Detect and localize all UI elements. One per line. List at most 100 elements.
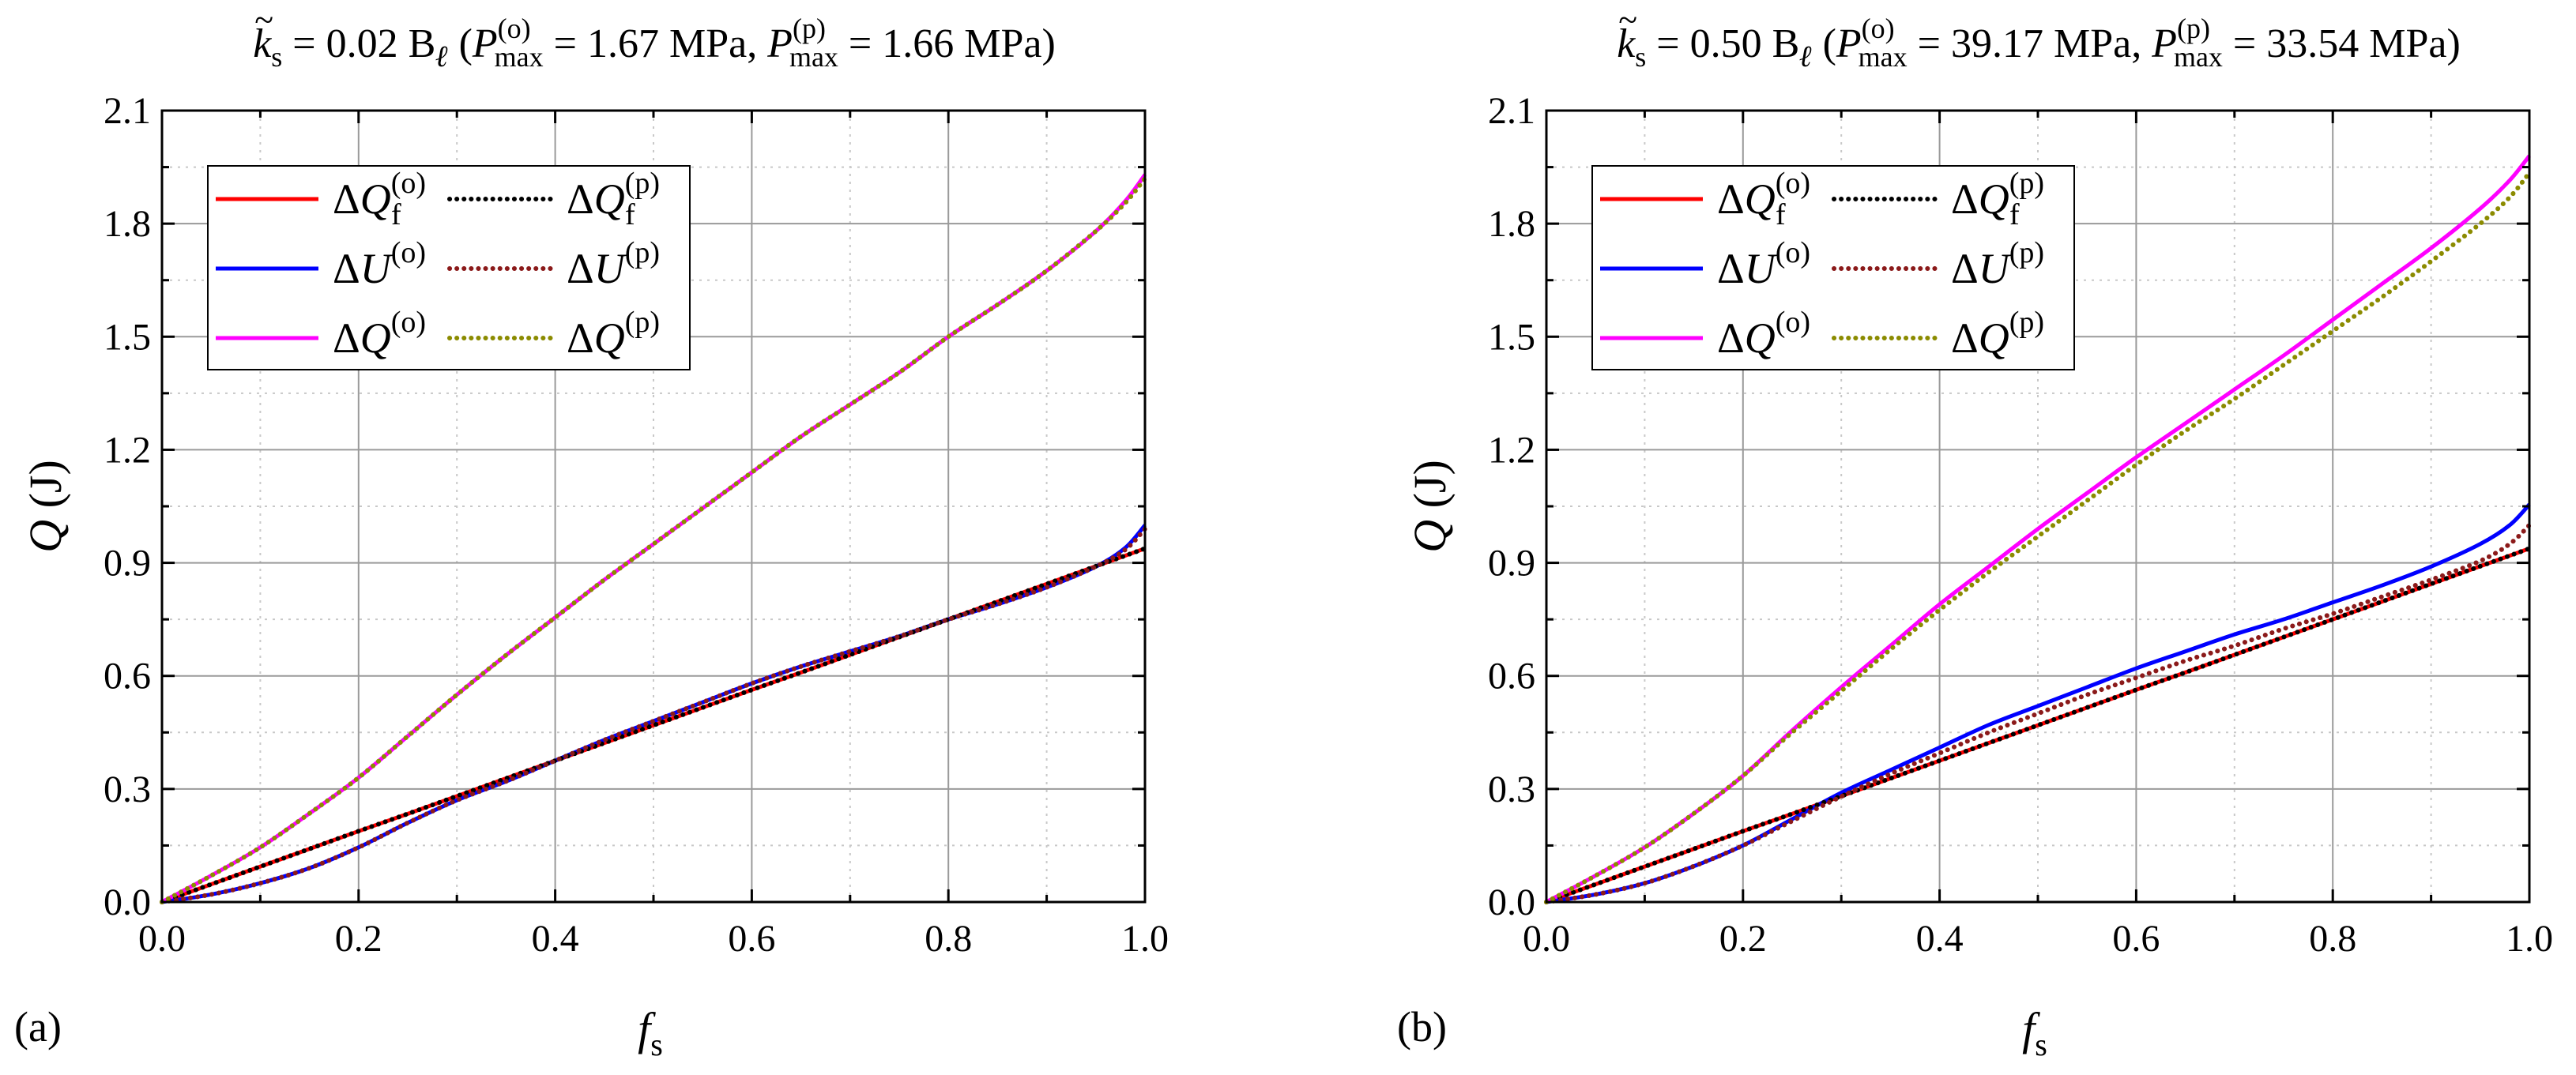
legend-sup: (o) [1776,167,1810,200]
ticks [160,109,1147,904]
legend-label: ΔQ(p) f [1951,167,2044,231]
legend-label: ΔQ(o) [1717,306,1810,362]
panel-label: (a) [14,1003,62,1051]
x-tick-label: 0.2 [1719,918,1767,960]
legend-delta: Δ [1951,314,1979,362]
title-k-unit-sub: ℓ [435,40,448,73]
y-tick-label: 1.5 [1488,316,1535,358]
x-axis-label: fs [638,1003,663,1062]
legend-delta: Δ [567,245,594,292]
legend-delta: Δ [1951,175,1979,223]
legend-symbol: Q [1979,175,2009,223]
y-tick-label: 2.1 [104,90,151,132]
series-line [1544,170,2532,904]
legend-delta: Δ [1717,175,1745,223]
legend-sup: (p) [2009,167,2044,200]
legend-label: ΔQ(o) f [1717,167,1810,231]
y-tick-label: 1.8 [104,203,151,245]
legend-symbol: U [1745,245,1778,292]
legend-symbol: Q [360,175,391,223]
legend-sub: f [391,198,401,231]
legend-sup: (o) [391,236,426,269]
panel-label: (b) [1397,1003,1447,1051]
y-tick-label: 0.3 [104,769,151,810]
legend-label: ΔU(p) [567,236,660,292]
series-line [160,546,1147,904]
y-tick-label: 0.6 [104,656,151,697]
x-tick-label: 0.4 [1916,918,1964,960]
x-axis-label-sub: s [2035,1027,2047,1062]
x-tick-label: 0.8 [2309,918,2356,960]
legend-sup: (p) [625,167,660,200]
series-line [1544,522,2532,904]
y-axis-label: Q (J) [20,460,71,553]
title-k-tilde: ~ [254,1,273,39]
y-tick-label: 0.6 [1488,656,1535,697]
legend-label: ΔQ(p) [567,306,660,362]
title-p2-value: = 1.66 MPa) [838,21,1056,66]
title-p2-sub: max [2174,41,2223,73]
y-tick-label: 2.1 [1488,90,1535,132]
title-p2-sub: max [789,41,838,73]
title-p1-value: = 39.17 MPa, [1908,21,2142,66]
legend-label: ΔQ(p) f [567,167,660,231]
title-open-paren: ( [449,21,473,66]
x-tick-label: 1.0 [2506,918,2553,960]
series-group [160,173,1147,904]
legend-delta: Δ [567,314,594,362]
y-axis-label-symbol: Q [20,520,71,553]
series-line [160,526,1147,904]
legend-delta: Δ [567,175,594,223]
title-p1-value: = 1.67 MPa, [544,21,758,66]
x-tick-label: 0.0 [138,918,186,960]
legend-sup: (o) [391,306,426,339]
legend-delta: Δ [333,175,360,223]
y-axis-label-symbol: Q [1404,520,1456,553]
chart-title: ks = 0.50 Bℓ (P(o) max = 39.17 MPa, P(p) m… [1617,13,2461,73]
title-p2-sup: (p) [793,13,826,44]
legend: ΔQ(o) f ΔQ(p) fΔU(o) ΔU(p)ΔQ(o) ΔQ(p) [207,165,691,370]
legend-delta: Δ [1951,245,1979,292]
legend-sub: f [1776,198,1786,231]
title-k: k [253,21,272,66]
x-axis-label: fs [2022,1003,2047,1062]
series-line [160,175,1147,904]
y-axis-label-units: (J) [1404,460,1456,520]
title-p1-sup: (o) [498,13,531,44]
legend-delta: Δ [1717,245,1745,292]
y-axis-label-units: (J) [20,460,71,520]
y-tick-label: 1.2 [104,429,151,471]
chart-panel-b: 0.0 0.2 0.4 0.6 0.8 1.0 0.0 0.3 0.6 0.9 1.2 1.5 1.8 2… [1397,1,2553,1062]
legend-label: ΔU(o) [1717,236,1810,292]
legend-symbol: Q [594,314,625,362]
y-tick-label: 0.3 [1488,769,1535,810]
legend-delta: Δ [1717,314,1745,362]
legend-label: ΔU(o) [333,236,426,292]
legend-symbol: Q [360,314,391,362]
legend-sup: (p) [625,306,660,339]
title-p1-sub: max [495,41,544,73]
x-tick-label: 0.4 [532,918,579,960]
legend-delta: Δ [333,245,360,292]
y-tick-label: 0.9 [1488,543,1535,584]
legend-sub: f [2009,198,2020,231]
legend-symbol: Q [1979,314,2009,362]
title-p1-sup: (o) [1862,13,1895,44]
y-tick-label: 1.2 [1488,429,1535,471]
title-k-unit-sub: ℓ [1799,40,1812,73]
legend-delta: Δ [333,314,360,362]
x-tick-label: 0.6 [2112,918,2160,960]
legend-symbol: U [594,245,627,292]
legend-sup: (p) [2009,236,2044,269]
y-tick-label: 0.0 [1488,881,1535,923]
legend-sub: f [625,198,635,231]
legend-label: ΔQ(o) f [333,167,426,231]
title-p1: P [1836,21,1862,66]
series-line [1544,546,2532,904]
y-axis-label: Q (J) [1404,460,1456,553]
legend-sup: (p) [2009,306,2044,339]
title-p2-value: = 33.54 MPa) [2223,21,2461,66]
series-group [1544,154,2532,904]
title-p2-sup: (p) [2177,13,2210,44]
